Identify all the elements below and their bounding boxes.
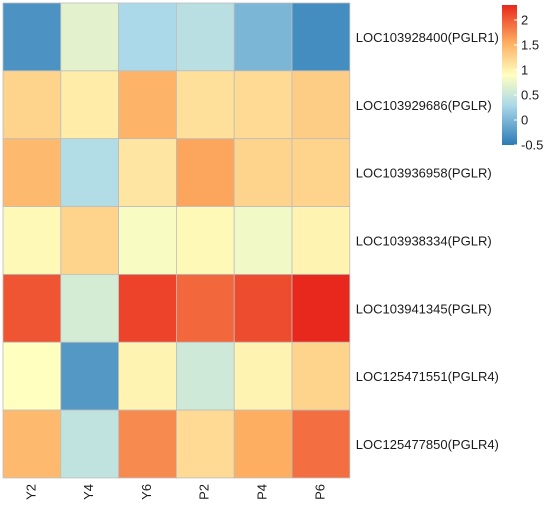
heatmap-cell-r6-c1 <box>60 409 119 479</box>
legend-tick-label: -0.5 <box>521 138 543 153</box>
heatmap-cell-r6-c5 <box>291 409 351 479</box>
heatmap-cell-r5-c4 <box>233 341 293 411</box>
column-label: P4 <box>255 484 270 500</box>
heatmap-cell-r0-c2 <box>118 2 177 72</box>
column-label: P2 <box>197 484 212 500</box>
legend-tick-label: 1 <box>521 63 528 78</box>
heatmap-cell-r4-c1 <box>60 273 119 343</box>
heatmap-cell-r3-c5 <box>291 206 351 275</box>
heatmap-cell-r5-c2 <box>118 341 177 411</box>
heatmap-cell-r5-c1 <box>60 341 119 411</box>
heatmap-cell-r4-c0 <box>2 273 62 343</box>
heatmap-cell-r3-c2 <box>118 206 177 275</box>
heatmap-cell-r2-c4 <box>233 138 293 207</box>
heatmap-cell-r1-c0 <box>2 70 62 140</box>
heatmap-cell-r3-c4 <box>233 206 293 275</box>
row-label: LOC125477850(PGLR4) <box>356 437 499 452</box>
legend-tick-label: 0 <box>521 113 528 128</box>
heatmap-cell-r1-c5 <box>291 70 351 140</box>
row-label: LOC103936958(PGLR) <box>356 166 492 181</box>
legend-tick-label: 2 <box>521 13 528 28</box>
heatmap-cell-r4-c3 <box>175 273 235 343</box>
heatmap-cell-r1-c2 <box>118 70 177 140</box>
row-label: LOC103938334(PGLR) <box>356 233 492 248</box>
heatmap-cell-r3-c3 <box>175 206 235 275</box>
legend-tick-label: 0.5 <box>521 88 539 103</box>
heatmap-cell-r3-c1 <box>60 206 119 275</box>
heatmap-cell-r0-c3 <box>175 2 235 72</box>
heatmap-cell-r2-c2 <box>118 138 177 207</box>
heatmap-cell-r0-c4 <box>233 2 293 72</box>
heatmap-cell-r6-c2 <box>118 409 177 479</box>
heatmap-cell-r0-c5 <box>291 2 351 72</box>
legend-color-bar <box>502 5 517 145</box>
heatmap-cell-r6-c3 <box>175 409 235 479</box>
legend-tick-label: 1.5 <box>521 38 539 53</box>
heatmap-cell-r0-c0 <box>2 2 62 72</box>
heatmap-cell-r6-c4 <box>233 409 293 479</box>
heatmap-cell-r2-c5 <box>291 138 351 207</box>
row-label: LOC103928400(PGLR1) <box>356 30 499 45</box>
heatmap-cell-r5-c0 <box>2 341 62 411</box>
column-label: Y2 <box>23 484 38 500</box>
heatmap-cell-r2-c1 <box>60 138 119 207</box>
heatmap-cell-r1-c4 <box>233 70 293 140</box>
row-labels: LOC103928400(PGLR1) LOC103929686(PGLR) LOC… <box>356 30 499 452</box>
heatmap-cell-r2-c0 <box>2 138 62 207</box>
column-label: Y6 <box>139 484 154 500</box>
column-label: Y4 <box>81 484 96 500</box>
heatmap-cells <box>2 2 351 479</box>
row-label: LOC103941345(PGLR) <box>356 301 492 316</box>
heatmap-cell-r6-c0 <box>2 409 62 479</box>
row-label: LOC125471551(PGLR4) <box>356 369 499 384</box>
color-legend: 2 1.5 1 0.5 0 -0.5 <box>502 5 543 153</box>
column-labels: Y2 Y4 Y6 P2 P4 P6 <box>23 484 327 500</box>
heatmap-cell-r3-c0 <box>2 206 62 275</box>
heatmap-cell-r1-c3 <box>175 70 235 140</box>
heatmap-cell-r4-c5 <box>291 273 351 343</box>
heatmap-cell-r4-c2 <box>118 273 177 343</box>
heatmap-cell-r4-c4 <box>233 273 293 343</box>
heatmap-cell-r5-c5 <box>291 341 351 411</box>
row-label: LOC103929686(PGLR) <box>356 98 492 113</box>
heatmap-cell-r0-c1 <box>60 2 119 72</box>
heatmap-cell-r5-c3 <box>175 341 235 411</box>
heatmap-cell-r1-c1 <box>60 70 119 140</box>
heatmap-cell-r2-c3 <box>175 138 235 207</box>
column-label: P6 <box>312 484 327 500</box>
